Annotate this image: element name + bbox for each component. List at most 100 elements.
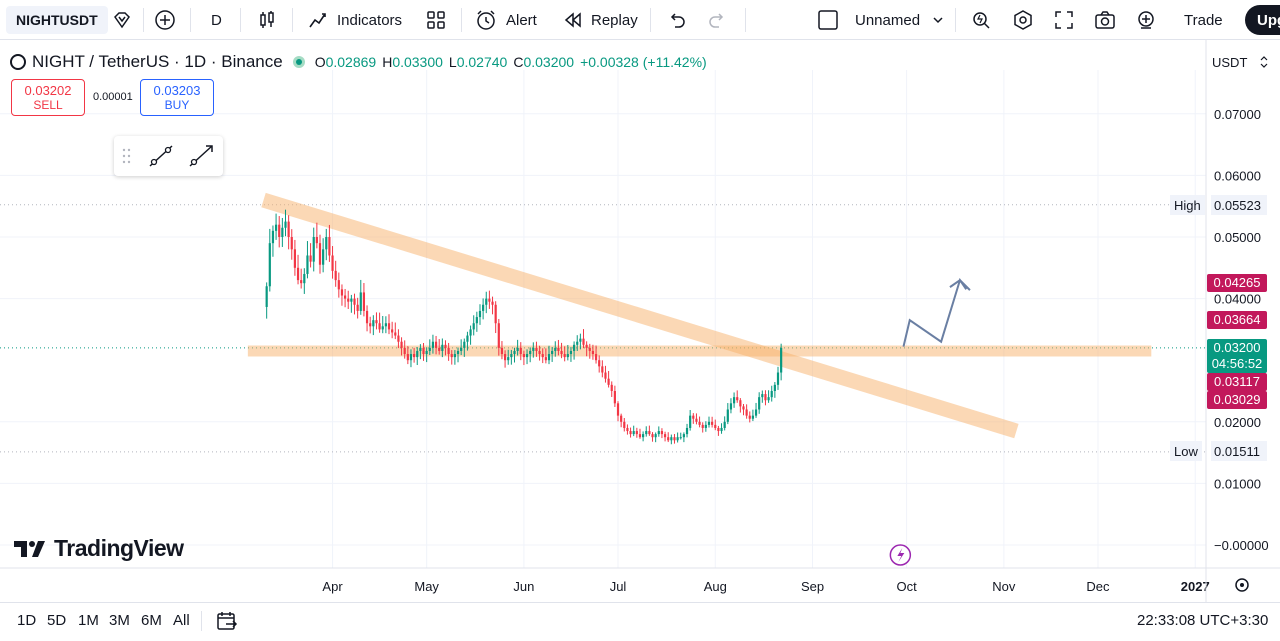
range-1d[interactable]: 1D: [17, 612, 37, 629]
candle-body: [566, 354, 569, 358]
candle-body: [704, 424, 707, 428]
candle-body: [322, 249, 325, 265]
layout-square-icon[interactable]: [814, 6, 842, 34]
candle-body: [732, 397, 736, 404]
candle-body: [403, 347, 406, 355]
descending-trend-channel[interactable]: [261, 192, 1019, 439]
layout-name-button[interactable]: Unnamed: [855, 11, 921, 29]
chevron-down-icon[interactable]: [924, 6, 952, 34]
candle-body: [632, 431, 635, 435]
range-all[interactable]: All: [173, 612, 190, 629]
ohlc-low-key: L: [448, 54, 457, 70]
candle-body: [472, 323, 475, 330]
candle-body: [306, 255, 309, 274]
alert-button[interactable]: Alert: [506, 11, 537, 29]
x-tick-label: Sep: [801, 579, 824, 594]
price-tag-alert-3[interactable]: 0.03117: [1207, 373, 1267, 391]
trend-line-tool-icon[interactable]: [149, 145, 173, 167]
add-symbol-icon[interactable]: [151, 6, 179, 34]
chart-settings-icon[interactable]: [1235, 578, 1249, 592]
currency-selector[interactable]: USDT: [1212, 52, 1271, 72]
buy-label: BUY: [164, 98, 190, 112]
candle-body: [711, 421, 714, 425]
candle-body: [365, 310, 369, 324]
candle-body: [475, 317, 478, 324]
diamond-icon[interactable]: [108, 6, 136, 34]
redo-icon[interactable]: [703, 6, 731, 34]
candle-body: [331, 255, 334, 271]
utc-clock[interactable]: 22:33:08 UTC+3:30: [1137, 612, 1269, 629]
upgrade-button[interactable]: Upg: [1245, 5, 1280, 35]
candle-body: [673, 437, 676, 441]
candle-body: [620, 415, 623, 422]
x-tick-label: Apr: [322, 579, 343, 594]
quick-search-icon[interactable]: [967, 6, 995, 34]
replay-button[interactable]: Replay: [591, 11, 638, 29]
candle-body: [400, 341, 403, 348]
candle-body: [456, 350, 460, 355]
calendar-goto-icon[interactable]: [216, 610, 238, 632]
price-tag-alert-1[interactable]: 0.04265: [1207, 274, 1267, 292]
candle-body: [519, 347, 522, 355]
replay-icon[interactable]: [559, 6, 587, 34]
candles-icon[interactable]: [253, 6, 281, 34]
candle-body: [497, 323, 500, 348]
candle-body: [409, 354, 413, 361]
ohlc-high: 0.03300: [392, 54, 443, 70]
price-tag-alert-4[interactable]: 0.03029: [1207, 391, 1267, 409]
camera-icon[interactable]: [1091, 6, 1119, 34]
candle-body: [488, 298, 491, 302]
last-price-tag[interactable]: 0.03200 04:56:52: [1207, 339, 1267, 373]
candle-body: [739, 400, 742, 407]
high-label-box: High: [1170, 195, 1205, 215]
candle-body: [748, 415, 751, 419]
indicators-button[interactable]: Indicators: [337, 11, 403, 29]
candle-body: [434, 341, 438, 348]
tradingview-logo[interactable]: TradingView: [14, 535, 184, 562]
x-tick-label: Nov: [992, 579, 1016, 594]
arrow-tool-icon[interactable]: [189, 145, 213, 167]
range-6m[interactable]: 6M: [141, 612, 162, 629]
candle-body: [770, 391, 773, 398]
templates-icon[interactable]: [422, 6, 450, 34]
range-3m[interactable]: 3M: [109, 612, 130, 629]
candle-body: [726, 409, 729, 422]
undo-icon[interactable]: [663, 6, 691, 34]
candle-body: [685, 427, 689, 435]
last-price-value: 0.03200: [1213, 340, 1261, 355]
symbol-search-button[interactable]: NIGHTUSDT: [6, 6, 108, 34]
candle-body: [491, 301, 494, 305]
candle-body: [353, 298, 356, 305]
ohlc-values: O0.02869 H0.03300 L0.02740 C0.03200 +0.0…: [315, 54, 707, 70]
price-chart[interactable]: 0.07000 0.06000 0.05000 0.04000 0.02000 0.010…: [0, 40, 1280, 602]
publish-icon[interactable]: [1132, 6, 1160, 34]
projection-path[interactable]: [902, 277, 968, 347]
range-5d[interactable]: 5D: [47, 612, 67, 629]
candle-body: [613, 391, 616, 404]
candle-body: [290, 237, 293, 250]
fullscreen-icon[interactable]: [1050, 6, 1078, 34]
candle-body: [642, 434, 645, 438]
candle-body: [422, 347, 425, 355]
sell-button[interactable]: 0.03202 SELL: [11, 79, 85, 116]
buy-button[interactable]: 0.03203 BUY: [140, 79, 214, 116]
indicators-icon[interactable]: [305, 6, 333, 34]
candle-body: [720, 427, 723, 432]
interval-button[interactable]: D: [211, 11, 222, 29]
range-1m[interactable]: 1M: [78, 612, 99, 629]
candle-body: [466, 335, 469, 342]
candle-body: [579, 338, 582, 342]
ohlc-low: 0.02740: [456, 54, 508, 70]
symbol-title[interactable]: NIGHT / TetherUS · 1D · Binance: [32, 52, 283, 71]
drag-handle-icon[interactable]: [122, 148, 131, 164]
candle-body: [588, 347, 591, 351]
alert-clock-icon[interactable]: [472, 6, 500, 34]
candle-body: [695, 418, 698, 422]
candle-body: [387, 323, 391, 330]
candle-body: [745, 409, 748, 416]
trade-button[interactable]: Trade: [1184, 11, 1223, 29]
candle-body: [623, 421, 626, 428]
price-tag-alert-2[interactable]: 0.03664: [1207, 311, 1267, 329]
projection-arrowhead[interactable]: [949, 278, 971, 291]
settings-hexagon-icon[interactable]: [1009, 6, 1037, 34]
